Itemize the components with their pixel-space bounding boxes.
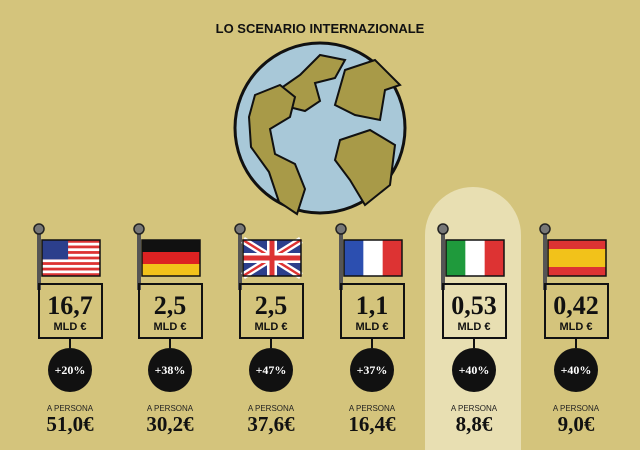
flag-stripe <box>344 240 364 276</box>
growth-badge <box>148 348 192 392</box>
per-person-label: A PERSONA <box>47 404 94 413</box>
flag-stripe <box>42 264 100 268</box>
flag-stripe <box>446 240 466 276</box>
growth: +40% <box>561 363 592 377</box>
flag <box>344 240 403 276</box>
per-person: 9,0€ <box>558 412 595 436</box>
pole-knob <box>437 223 449 235</box>
value: 0,53 <box>451 291 497 320</box>
growth-badge <box>249 348 293 392</box>
flag-stripe <box>42 267 100 271</box>
flag-stripe <box>142 240 200 253</box>
pole-knob <box>133 223 145 235</box>
per-person-label: A PERSONA <box>451 404 498 413</box>
flag <box>446 240 505 276</box>
unit: MLD € <box>154 321 187 333</box>
value: 2,5 <box>154 291 187 320</box>
flag-stripe <box>548 249 606 268</box>
pole-knob <box>33 223 45 235</box>
flag <box>241 237 303 279</box>
unit: MLD € <box>356 321 389 333</box>
flag <box>142 240 200 277</box>
flag-stripe <box>42 248 100 252</box>
growth: +40% <box>459 363 490 377</box>
per-person-label: A PERSONA <box>553 404 600 413</box>
growth: +20% <box>55 363 86 377</box>
flag-stripe <box>465 240 486 276</box>
flag-canton <box>42 240 69 260</box>
flag-stripe <box>142 252 200 265</box>
flag-stripe <box>142 264 200 277</box>
flag-stripe <box>42 256 100 260</box>
per-person-label: A PERSONA <box>147 404 194 413</box>
unit: MLD € <box>54 321 87 333</box>
value: 2,5 <box>255 291 288 320</box>
growth-badge <box>452 348 496 392</box>
flag-stripe <box>42 240 100 243</box>
per-person: 37,6€ <box>247 412 295 436</box>
flag <box>42 240 100 277</box>
globe <box>233 41 407 216</box>
growth-badge <box>554 348 598 392</box>
per-person: 8,8€ <box>456 412 493 436</box>
flag-stripe <box>42 253 100 257</box>
per-person: 51,0€ <box>46 412 94 436</box>
flag-stripe <box>42 262 100 266</box>
flag-stripe <box>484 240 505 276</box>
flag-outline <box>41 239 101 277</box>
flag-outline <box>141 239 201 277</box>
value: 1,1 <box>356 291 389 320</box>
flag-stripe <box>42 270 100 274</box>
flag-outline <box>343 239 403 277</box>
per-person-label: A PERSONA <box>349 404 396 413</box>
unit: MLD € <box>255 321 288 333</box>
flag-stripe <box>548 240 606 250</box>
flag-stripe <box>42 273 100 277</box>
flag-outline <box>445 239 505 277</box>
flag-cross <box>243 240 301 276</box>
growth: +47% <box>256 363 287 377</box>
value: 0,42 <box>553 291 599 320</box>
flag-stripe <box>42 251 100 255</box>
growth: +38% <box>155 363 186 377</box>
flag-stripe <box>42 259 100 263</box>
flag <box>548 240 606 277</box>
growth-badge <box>350 348 394 392</box>
per-person: 30,2€ <box>146 412 194 436</box>
flag-outline <box>547 239 607 277</box>
flag-stripe <box>548 267 606 277</box>
flag-stripe <box>42 242 100 246</box>
flag-stripe <box>363 240 384 276</box>
per-person: 16,4€ <box>348 412 396 436</box>
per-person-label: A PERSONA <box>248 404 295 413</box>
pole-knob <box>335 223 347 235</box>
flag-outline <box>242 239 302 277</box>
title: LO SCENARIO INTERNAZIONALE <box>216 21 425 36</box>
unit: MLD € <box>458 321 491 333</box>
pole-knob <box>234 223 246 235</box>
growth: +37% <box>357 363 388 377</box>
growth-badge <box>48 348 92 392</box>
value: 16,7 <box>47 291 93 320</box>
unit: MLD € <box>560 321 593 333</box>
flag-stripe <box>382 240 403 276</box>
flag-stripe <box>42 245 100 249</box>
pole-knob <box>539 223 551 235</box>
